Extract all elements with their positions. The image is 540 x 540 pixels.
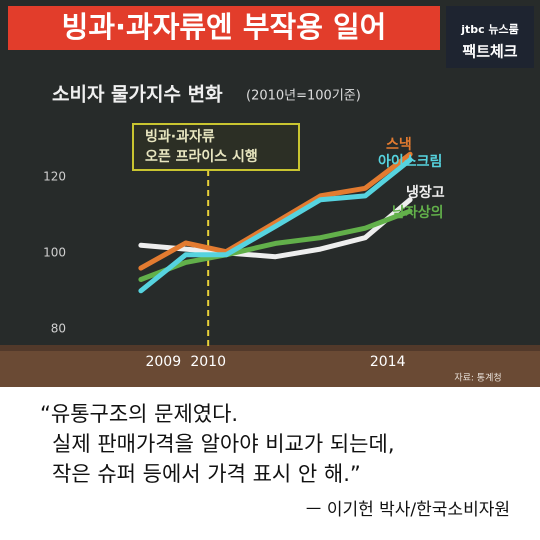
series-line — [138, 208, 413, 282]
y-tick-label: 100 — [43, 245, 66, 259]
quote-panel — [0, 387, 540, 540]
y-tick-label: 80 — [51, 321, 66, 335]
badge: 팩트체크 — [462, 43, 517, 61]
wood-edge — [0, 345, 540, 351]
wood-ledge — [0, 345, 540, 387]
series-line — [138, 197, 413, 260]
header-banner — [8, 6, 440, 50]
series-line — [138, 151, 413, 271]
chart-title: 소비자 물가지수 변화 — [52, 84, 223, 106]
chart-subtitle: (2010년=100기준) — [246, 89, 361, 104]
quote-line: “유통구조의 문제였다. — [40, 402, 238, 426]
logo: jtbc 뉴스룸 — [460, 23, 519, 36]
annotation-text: 빙과·과자류 — [145, 129, 215, 145]
series-line — [138, 157, 413, 294]
quote-line: 작은 슈퍼 등에서 가격 표시 안 해.” — [52, 462, 361, 486]
legend-label: 아이스크림 — [378, 153, 442, 170]
source: 자료: 통계청 — [454, 372, 501, 384]
x-tick-label: 2009 — [145, 354, 181, 370]
annotation-box — [132, 123, 300, 171]
logo-box — [446, 6, 534, 68]
legend-label: 남자상의 — [392, 204, 444, 221]
quote-line: 실제 판매가격을 알아야 비교가 되는데, — [52, 432, 395, 456]
header-title: 빙과·과자류엔 부작용 일어 — [62, 10, 387, 44]
x-tick-label: 2014 — [370, 354, 406, 370]
annotation-text: 오픈 프라이스 시행 — [145, 148, 258, 165]
legend-label: 스낵 — [386, 137, 412, 153]
x-tick-label: 2010 — [190, 354, 226, 370]
quote-author: ㅡ 이기헌 박사/한국소비자원 — [306, 500, 510, 520]
y-tick-label: 120 — [43, 169, 66, 183]
legend-label: 냉장고 — [406, 184, 445, 201]
